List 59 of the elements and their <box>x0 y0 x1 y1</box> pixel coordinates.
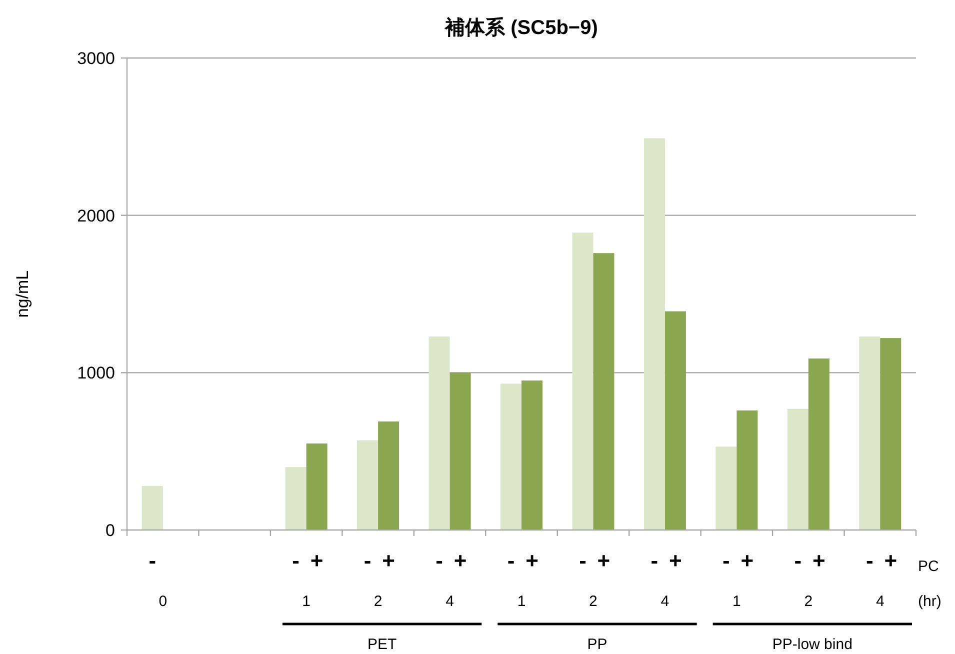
x-tick-label: 0 <box>158 593 168 610</box>
x-tick-label: 4 <box>876 593 884 610</box>
bar <box>593 253 614 530</box>
y-axis-title: ng/mL <box>13 270 32 318</box>
bar <box>378 421 400 530</box>
bar <box>787 408 808 530</box>
text: - <box>650 548 658 573</box>
x-tick-label: 2 <box>374 593 382 610</box>
text: - <box>364 548 372 573</box>
text: - <box>722 548 730 573</box>
x-tick-label: 1 <box>517 593 526 610</box>
bar <box>285 467 306 530</box>
bar <box>880 338 902 530</box>
x-tick-label: 1 <box>302 593 310 610</box>
bar <box>500 384 522 530</box>
text: + <box>740 548 754 573</box>
text: - <box>507 548 515 573</box>
series-label: - <box>148 548 156 573</box>
x-tick-label: 2 <box>589 593 598 610</box>
bar <box>664 311 686 530</box>
x-tick-label: 4 <box>660 593 670 610</box>
x-tick-label: 2 <box>804 593 813 610</box>
text: + <box>597 548 610 573</box>
text: PET <box>367 636 397 653</box>
text: + <box>884 548 898 573</box>
bar <box>859 336 880 530</box>
x-tick-label: 4 <box>446 593 454 610</box>
bar <box>572 232 594 530</box>
bar <box>142 486 163 530</box>
text: + <box>382 548 395 573</box>
y-tick-label: 1000 <box>77 364 115 383</box>
text: - <box>292 548 300 573</box>
bar <box>306 443 328 530</box>
bar <box>716 446 737 530</box>
text: - <box>866 548 874 573</box>
x-tick-label: 1 <box>732 593 741 610</box>
text: PC <box>918 558 940 575</box>
y-tick-label: 2000 <box>77 206 115 226</box>
text: - <box>794 548 802 573</box>
bar <box>450 372 471 530</box>
bar <box>808 358 830 530</box>
text: + <box>812 548 826 573</box>
bar <box>428 336 450 530</box>
chart-title: 補体系 (SC5b−9) <box>444 16 598 39</box>
text: PP-low bind <box>772 636 852 653</box>
bar <box>357 440 378 530</box>
bar <box>522 380 542 530</box>
text: + <box>454 548 467 573</box>
series-label: + <box>310 548 324 573</box>
y-tick-label: 0 <box>106 521 115 540</box>
bar <box>736 410 758 530</box>
text: + <box>669 548 682 573</box>
y-tick-label: 3000 <box>77 49 115 68</box>
text: PP <box>587 636 608 653</box>
text: - <box>436 548 443 573</box>
text: + <box>526 548 538 573</box>
text: (hr) <box>918 593 942 610</box>
text: - <box>579 548 586 573</box>
bar <box>644 138 665 530</box>
